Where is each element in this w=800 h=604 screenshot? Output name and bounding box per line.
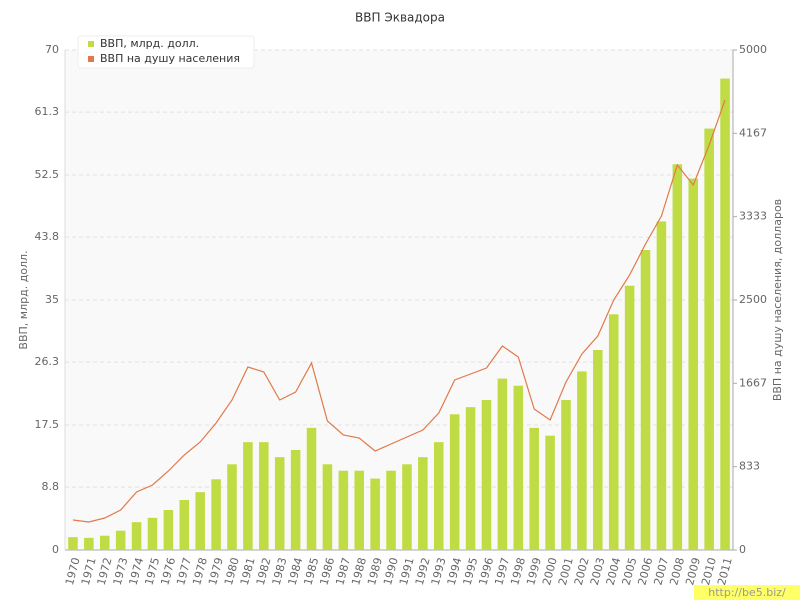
bar bbox=[99, 535, 110, 550]
y-tick-label: 26.3 bbox=[35, 355, 60, 368]
y2-tick-label: 2500 bbox=[739, 293, 767, 306]
y-tick-label: 17.5 bbox=[35, 418, 60, 431]
bar bbox=[418, 457, 428, 550]
bar bbox=[465, 407, 476, 550]
bar bbox=[481, 400, 492, 550]
y-axis-title: ВВП, млрд. долл. bbox=[17, 250, 30, 349]
y-tick-label: 0 bbox=[52, 543, 59, 556]
y-tick-label: 61.3 bbox=[35, 105, 60, 118]
line bbox=[72, 99, 726, 523]
bar bbox=[704, 128, 714, 551]
bar bbox=[672, 164, 683, 551]
bar bbox=[624, 285, 635, 550]
legend-label: ВВП, млрд. долл. bbox=[100, 37, 199, 50]
bar bbox=[370, 478, 380, 550]
bar bbox=[593, 350, 603, 550]
bar bbox=[497, 378, 508, 550]
y2-tick-label: 4167 bbox=[739, 126, 767, 139]
bar bbox=[402, 464, 412, 550]
bar bbox=[259, 442, 269, 550]
bar bbox=[449, 414, 460, 550]
y2-tick-label: 5000 bbox=[739, 43, 767, 56]
bar bbox=[274, 457, 285, 550]
legend-marker bbox=[88, 56, 94, 62]
bar bbox=[433, 442, 444, 550]
bar bbox=[561, 400, 571, 550]
bar bbox=[163, 510, 174, 550]
bar bbox=[131, 522, 142, 550]
bar bbox=[338, 470, 349, 550]
legend-box bbox=[77, 35, 255, 69]
bar bbox=[290, 450, 301, 550]
y-tick-label: 8.8 bbox=[42, 480, 60, 493]
watermark-background bbox=[694, 585, 800, 600]
legend-label: ВВП на душу населения bbox=[100, 52, 240, 65]
chart-title: ВВП Эквадора bbox=[355, 11, 445, 25]
bar bbox=[68, 537, 78, 550]
watermark: http://be5.biz/ bbox=[708, 586, 786, 599]
bar bbox=[84, 537, 94, 550]
y-tick-label: 35 bbox=[45, 293, 59, 306]
bar bbox=[115, 530, 126, 550]
bar bbox=[227, 464, 237, 550]
y-tick-label: 52.5 bbox=[35, 168, 60, 181]
bar bbox=[386, 470, 396, 550]
y2-tick-label: 3333 bbox=[739, 210, 767, 223]
bar bbox=[720, 78, 730, 551]
bar bbox=[243, 442, 253, 550]
bar bbox=[195, 492, 205, 550]
bar bbox=[147, 517, 158, 550]
legend-marker bbox=[88, 41, 94, 47]
bar bbox=[577, 371, 587, 550]
y-tick-label: 70 bbox=[45, 43, 59, 56]
bar bbox=[608, 314, 619, 550]
y-tick-label: 43.8 bbox=[35, 230, 60, 243]
bar bbox=[656, 221, 667, 550]
bar bbox=[354, 470, 365, 550]
bar bbox=[545, 435, 555, 550]
y2-tick-label: 1667 bbox=[739, 376, 767, 389]
y2-tick-label: 0 bbox=[739, 543, 746, 556]
bar bbox=[179, 500, 190, 550]
y2-axis-title: ВВП на душу населения, долларов bbox=[771, 199, 784, 401]
bar bbox=[322, 464, 333, 550]
y2-tick-label: 833 bbox=[739, 460, 760, 473]
bar bbox=[529, 427, 539, 550]
bar bbox=[640, 250, 651, 550]
bar bbox=[688, 178, 699, 551]
bar bbox=[306, 427, 317, 550]
bar bbox=[513, 385, 524, 550]
bar bbox=[211, 479, 221, 550]
